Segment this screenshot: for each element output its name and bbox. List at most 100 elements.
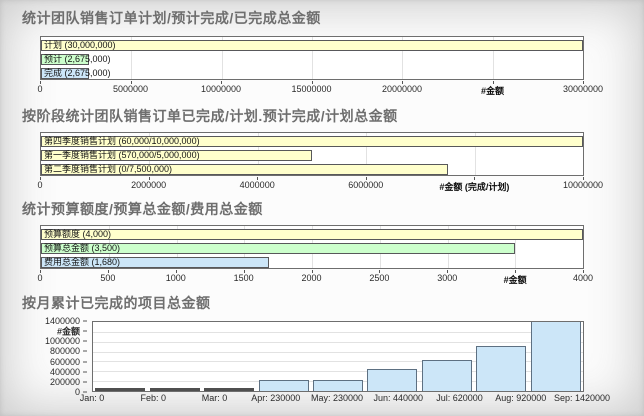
bar[interactable] [41,40,583,51]
x-tick-label: 3000 [437,273,458,283]
bar[interactable] [41,54,90,65]
x-axis-title: #金额 [503,275,527,285]
grid-line [312,37,313,79]
x-tick-label: 0 [37,273,43,283]
bar[interactable] [204,388,255,391]
tick-mark [365,177,367,180]
bar[interactable] [312,379,363,391]
bar[interactable] [41,243,516,254]
tick-mark [583,81,584,84]
tick-mark [130,81,132,84]
tick-mark [83,340,87,342]
x-tick-label: Jun: 440000 [373,393,424,403]
grid-line [93,341,583,343]
y-tick-label: 1000000 [44,336,80,347]
bar[interactable] [530,322,581,391]
bar-slot [147,322,201,391]
bar-slot [529,322,583,391]
x-tick-label: 4000000 [239,180,275,190]
bar-label: 预算总金额 (3,500) [44,243,121,253]
bar-label: 完成 (2,675,000) [44,68,111,78]
y-tick-label: 800000 [49,346,80,357]
grid-line [515,226,517,268]
plot-area: 预算额度 (4,000) 预算总金额 (3,500) 费用总金额 (1,680) [40,225,584,269]
bar[interactable] [41,257,269,268]
grid-line [93,331,583,333]
x-tick-label: Aug: 920000 [495,393,547,403]
x-axis: 0 5000000 10000000 15000000 20000000 #金额 30000… [37,81,603,96]
bar[interactable] [95,388,146,391]
tick-mark [40,81,41,84]
tick-mark [83,350,87,352]
x-tick-label: 5000000 [112,84,149,94]
bar-slot [420,322,474,391]
bar-slot [474,322,528,391]
tick-mark [311,270,313,273]
y-tick-label: 600000 [49,356,80,367]
x-tick-label: Mar: 0 [201,393,228,403]
tick-mark [311,81,313,84]
bar[interactable] [149,388,200,391]
grid-line [366,133,368,175]
bar[interactable] [41,150,312,161]
bar[interactable] [41,68,90,79]
bar[interactable] [41,136,583,147]
x-tick-label: 1500 [233,273,254,283]
chart-title: 统计团队销售订单计划/预计完成/已完成总金额 [22,10,321,26]
x-tick-label: 2000000 [131,180,167,190]
x-tick-label: Jan: 0 [79,393,105,403]
grid-line [492,37,494,79]
tick-mark [175,270,177,273]
bar[interactable] [367,369,418,391]
bar-slot [256,322,310,391]
tick-mark [447,270,449,273]
plot-area: 计划 (30,000,000) 预计 (2,675,000) 完成 (2,675,0… [40,36,584,80]
tick-mark [83,371,87,373]
x-tick-label: Apr: 230000 [251,393,301,403]
y-tick-label: 400000 [49,366,80,377]
bar-label: 计划 (30,000,000) [44,40,116,50]
tick-mark [583,177,584,180]
x-tick-label: 1000 [165,273,186,283]
y-axis-title: #金额 [56,326,80,337]
bar-label: 预计 (2,675,000) [44,54,111,64]
tick-mark [83,330,87,332]
x-tick-label: 0 [37,84,43,94]
y-tick-label: 0 [74,387,80,397]
bar-label: 第四季度销售计划 (60,000/10,000,000) [44,136,200,146]
bar[interactable] [41,164,448,175]
x-axis: Jan: 0 Feb: 0 Mar: 0 Apr: 230000 May: 230000… [80,393,610,405]
plot-area [92,321,584,392]
bar[interactable] [258,379,309,391]
bar-slot [93,322,147,391]
x-tick-label: 30000000 [562,84,604,94]
tick-mark [107,270,109,273]
bar[interactable] [476,345,527,391]
bar[interactable] [41,229,583,240]
x-tick-label: 10000000 [200,84,242,94]
bars-container [93,322,583,391]
tick-mark [583,270,584,273]
tick-mark [40,177,41,180]
bar-label: 预算额度 (4,000) [44,229,112,239]
chart-title: 按阶段统计团队销售订单已完成/计划.预计完成/计划总金额 [22,108,398,124]
y-tick-label: 200000 [49,376,80,387]
x-tick-label: Jul: 620000 [436,393,483,403]
bar-label: 费用总金额 (1,680) [44,257,121,267]
x-axis-title: #金额 [480,86,505,96]
bar-label: 第二季度销售计划 (0/7,500,000) [44,164,173,174]
chart-title: 统计预算额度/预算总金额/费用总金额 [22,201,263,217]
tick-mark [83,361,87,363]
bar[interactable] [421,360,472,391]
tick-mark [492,81,494,84]
grid-line [474,133,476,175]
x-tick-label: 20000000 [381,84,423,94]
y-tick-label: 1400000 [44,316,80,326]
tick-mark [243,270,245,273]
tick-mark [148,177,150,180]
tick-mark [221,81,222,84]
tick-mark [474,177,476,180]
x-tick-label: 0 [37,180,43,190]
plot-area: 第四季度销售计划 (60,000/10,000,000) 第一季度销售计划 (57… [40,132,584,176]
